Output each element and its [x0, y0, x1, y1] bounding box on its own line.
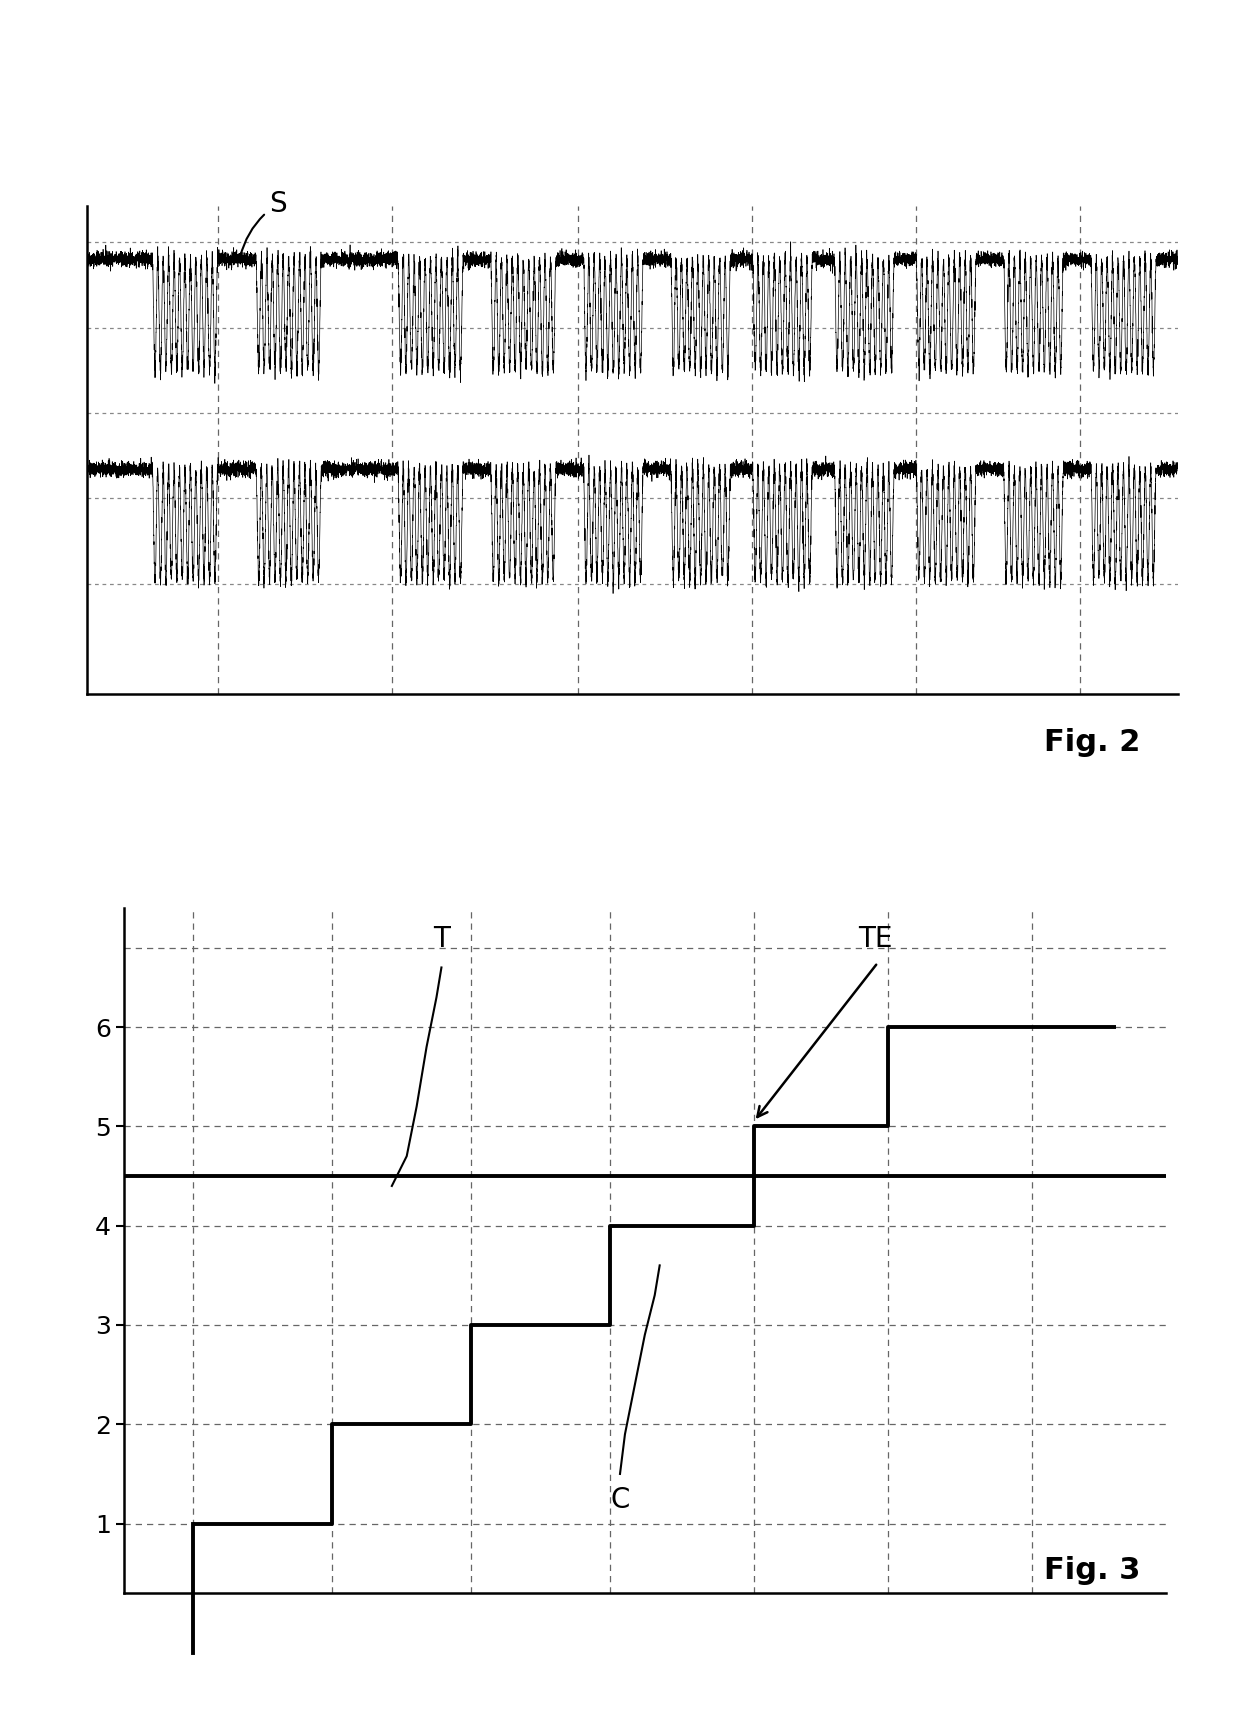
Text: C: C [610, 1485, 630, 1514]
Text: S: S [241, 190, 286, 257]
Text: Fig. 3: Fig. 3 [1044, 1555, 1141, 1585]
Text: Fig. 2: Fig. 2 [1044, 728, 1141, 757]
Text: TE: TE [858, 925, 893, 952]
Text: T: T [433, 925, 450, 952]
